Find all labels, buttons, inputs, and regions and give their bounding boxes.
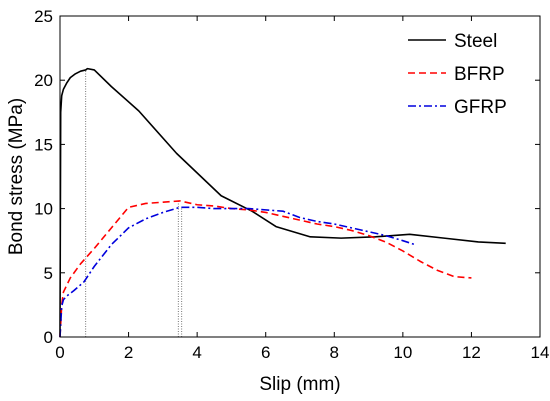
y-axis-label: Bond stress (MPa) (6, 98, 27, 255)
x-tick-label: 2 (124, 343, 133, 362)
legend: Steel BFRP GFRP (408, 31, 507, 118)
x-tick-label: 10 (393, 343, 412, 362)
y-tick-label: 10 (34, 200, 53, 219)
x-tick-label: 6 (261, 343, 270, 362)
x-tick-label: 12 (462, 343, 481, 362)
y-tick-label: 5 (44, 264, 53, 283)
x-tick-label: 14 (531, 343, 550, 362)
legend-label-bfrp: BFRP (454, 64, 505, 85)
legend-label-steel: Steel (454, 31, 497, 52)
y-tick-label: 15 (34, 135, 53, 154)
legend-label-gfrp: GFRP (454, 97, 507, 118)
x-tick-label: 4 (192, 343, 201, 362)
plot-area (59, 67, 506, 338)
x-axis-label: Slip (mm) (259, 374, 340, 395)
y-tick-label: 25 (34, 7, 53, 26)
series-line-bfrp (59, 200, 472, 338)
series-line-gfrp (59, 206, 416, 338)
axes-frame (59, 15, 541, 338)
x-tick-label: 0 (55, 343, 64, 362)
y-tick-label: 0 (44, 328, 53, 347)
series-line-steel (59, 67, 506, 338)
y-tick-label: 20 (34, 71, 53, 90)
x-tick-label: 8 (330, 343, 339, 362)
axes: 0 2 4 6 8 10 12 14 0 5 10 15 20 25 Slip (mm) Bond stres… (6, 7, 549, 395)
